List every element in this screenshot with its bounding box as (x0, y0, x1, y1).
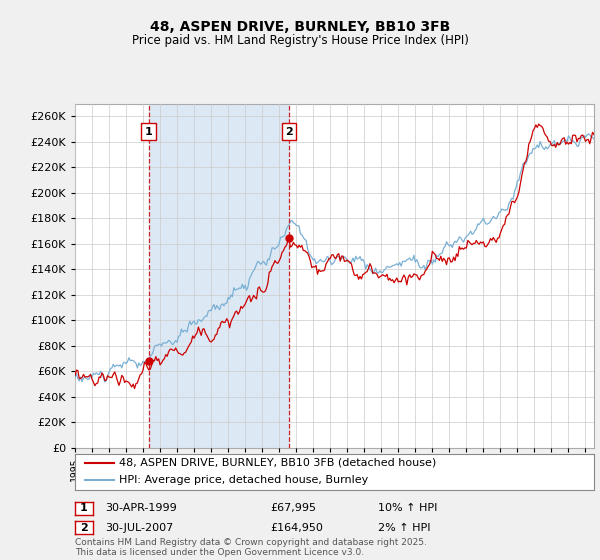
Text: £67,995: £67,995 (270, 503, 316, 514)
Text: 2% ↑ HPI: 2% ↑ HPI (378, 522, 431, 533)
Text: 10% ↑ HPI: 10% ↑ HPI (378, 503, 437, 514)
Text: HPI: Average price, detached house, Burnley: HPI: Average price, detached house, Burn… (119, 475, 368, 485)
Text: 30-APR-1999: 30-APR-1999 (105, 503, 177, 514)
Bar (149, 104, 289, 448)
Text: 48, ASPEN DRIVE, BURNLEY, BB10 3FB (detached house): 48, ASPEN DRIVE, BURNLEY, BB10 3FB (deta… (119, 458, 436, 468)
Text: £164,950: £164,950 (270, 522, 323, 533)
Text: 30-JUL-2007: 30-JUL-2007 (105, 522, 173, 533)
Text: 48, ASPEN DRIVE, BURNLEY, BB10 3FB: 48, ASPEN DRIVE, BURNLEY, BB10 3FB (150, 20, 450, 34)
Text: 2: 2 (285, 127, 293, 137)
Text: 1: 1 (80, 503, 88, 514)
Text: 1: 1 (145, 127, 152, 137)
Text: Price paid vs. HM Land Registry's House Price Index (HPI): Price paid vs. HM Land Registry's House … (131, 34, 469, 46)
Text: Contains HM Land Registry data © Crown copyright and database right 2025.
This d: Contains HM Land Registry data © Crown c… (75, 538, 427, 557)
Text: 2: 2 (80, 522, 88, 533)
